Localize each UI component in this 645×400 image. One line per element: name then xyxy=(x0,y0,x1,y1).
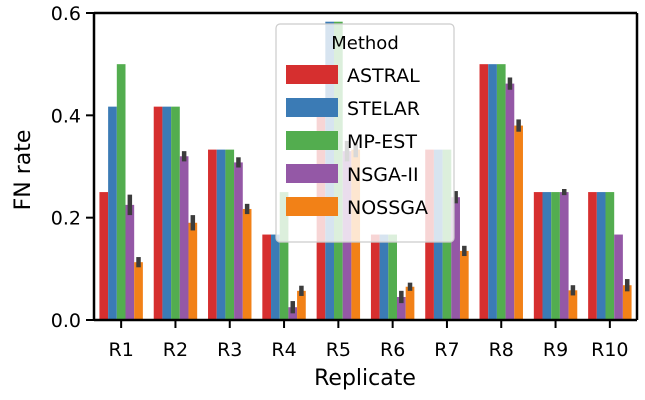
x-tick-label: R2 xyxy=(163,339,188,361)
bar xyxy=(614,234,623,320)
legend-label: MP-EST xyxy=(347,131,417,153)
bar xyxy=(108,106,117,320)
bar xyxy=(451,197,460,320)
bar xyxy=(288,307,298,320)
bar xyxy=(542,192,552,320)
y-tick-label: 0.2 xyxy=(51,208,81,230)
legend-title: Method xyxy=(331,33,399,54)
y-tick-label: 0.0 xyxy=(51,310,81,332)
bar xyxy=(188,222,198,320)
bar xyxy=(388,234,397,320)
x-axis-title: Replicate xyxy=(314,366,416,391)
bar xyxy=(396,296,406,320)
bar xyxy=(134,262,143,320)
x-tick-label: R5 xyxy=(326,339,351,361)
bar xyxy=(588,192,597,320)
bar xyxy=(551,192,560,320)
x-tick-label: R6 xyxy=(380,339,405,361)
bar xyxy=(479,64,489,320)
bar xyxy=(162,106,172,320)
bar xyxy=(533,192,543,320)
bar xyxy=(225,149,235,320)
bar xyxy=(605,192,615,320)
bar xyxy=(271,234,280,320)
bar xyxy=(171,106,180,320)
bar xyxy=(505,83,515,320)
legend-label: NOSSGA xyxy=(347,197,428,219)
legend-label: ASTRAL xyxy=(347,65,420,87)
bar xyxy=(279,192,289,320)
legend-swatch xyxy=(286,98,338,117)
bar xyxy=(234,162,243,320)
bar xyxy=(496,64,506,320)
legend-swatch xyxy=(286,131,338,150)
x-tick-label: R8 xyxy=(489,339,514,361)
bar xyxy=(370,234,380,320)
x-tick-label: R9 xyxy=(543,339,568,361)
legend: Method ASTRAL STELAR MP-EST NSGA-II NOSSGA xyxy=(275,23,455,243)
bar xyxy=(179,156,189,320)
bar xyxy=(622,285,632,320)
bar xyxy=(116,64,126,320)
legend-swatch xyxy=(286,164,338,183)
bar xyxy=(596,192,606,320)
bar xyxy=(262,234,272,320)
bar xyxy=(297,290,306,320)
bar xyxy=(488,64,497,320)
legend-swatch xyxy=(286,197,338,216)
bar xyxy=(568,290,578,320)
bar xyxy=(559,192,569,320)
bar xyxy=(99,192,109,320)
y-axis-title: FN rate xyxy=(11,130,36,211)
bar xyxy=(514,125,523,320)
x-tick-label: R3 xyxy=(217,339,242,361)
axes-layer: 0.0 0.2 0.4 0.6 R1 R2 R3 R4 R5 R6 R7 R8 R9 R10 xyxy=(51,3,639,361)
legend-label: NSGA-II xyxy=(347,164,419,186)
legend-swatch xyxy=(286,65,338,84)
bar xyxy=(153,106,163,320)
bar xyxy=(208,149,217,320)
x-tick-label: R7 xyxy=(434,339,459,361)
bar xyxy=(405,286,415,320)
x-tick-label: R10 xyxy=(591,339,628,361)
y-tick-label: 0.4 xyxy=(51,105,81,127)
legend-label: STELAR xyxy=(347,98,420,120)
bar xyxy=(216,149,226,320)
bar xyxy=(242,208,252,320)
bar xyxy=(379,234,389,320)
x-tick-label: R4 xyxy=(271,339,296,361)
bar xyxy=(459,250,469,320)
y-tick-label: 0.6 xyxy=(51,3,81,25)
bar xyxy=(125,204,135,321)
x-tick-label: R1 xyxy=(109,339,134,361)
